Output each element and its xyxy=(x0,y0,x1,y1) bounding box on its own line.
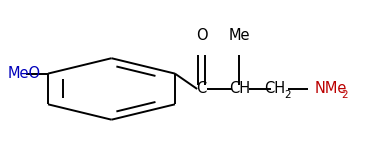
Text: Me: Me xyxy=(228,28,250,43)
Text: MeO: MeO xyxy=(8,66,41,81)
Text: NMe: NMe xyxy=(314,81,347,97)
Text: 2: 2 xyxy=(342,90,348,100)
Text: O: O xyxy=(196,28,207,43)
Text: CH: CH xyxy=(264,81,285,97)
Text: CH: CH xyxy=(228,81,250,97)
Text: 2: 2 xyxy=(285,90,291,100)
Text: C: C xyxy=(196,81,207,97)
